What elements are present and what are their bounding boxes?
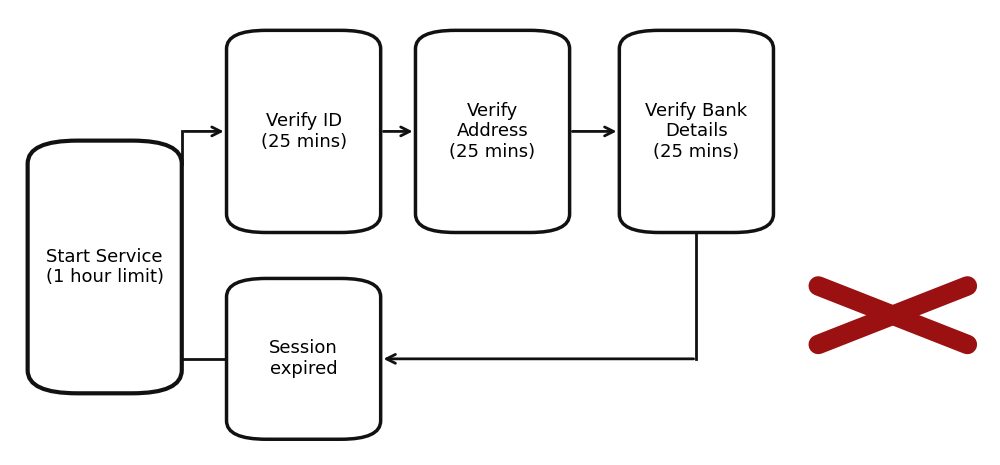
Text: Verify Bank
Details
(25 mins): Verify Bank Details (25 mins) (645, 102, 747, 161)
FancyBboxPatch shape (227, 279, 381, 439)
Text: Session
expired: Session expired (269, 339, 338, 378)
FancyBboxPatch shape (619, 30, 773, 232)
FancyBboxPatch shape (415, 30, 570, 232)
Text: Start Service
(1 hour limit): Start Service (1 hour limit) (46, 247, 164, 286)
Text: Verify
Address
(25 mins): Verify Address (25 mins) (449, 102, 536, 161)
Text: Verify ID
(25 mins): Verify ID (25 mins) (261, 112, 347, 151)
FancyBboxPatch shape (28, 140, 182, 393)
FancyBboxPatch shape (227, 30, 381, 232)
